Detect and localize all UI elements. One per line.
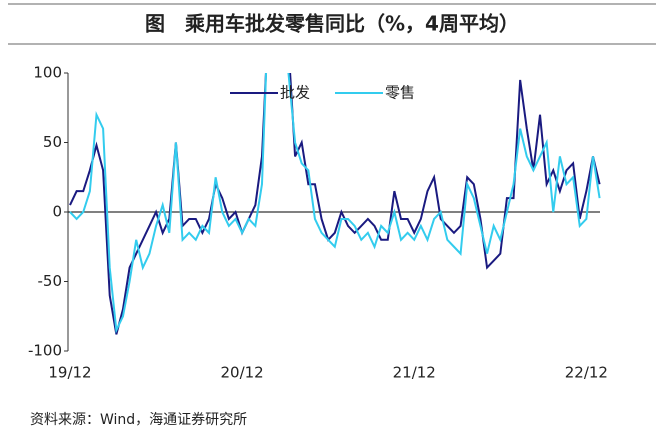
x-tick-label: 21/12 — [393, 364, 436, 382]
chart-title: 图 乘用车批发零售同比（%，4周平均） — [145, 12, 519, 36]
legend-label: 零售 — [385, 84, 415, 102]
x-tick-label: 22/12 — [565, 364, 608, 382]
x-tick-label: 20/12 — [221, 364, 264, 382]
y-tick-label: 50 — [43, 133, 62, 151]
source-note: 资料来源：Wind，海通证券研究所 — [30, 412, 247, 428]
y-tick-label: 0 — [52, 203, 62, 221]
y-tick-label: -100 — [28, 342, 62, 360]
x-tick-label: 19/12 — [48, 364, 91, 382]
y-tick-label: 100 — [33, 64, 62, 82]
series-line — [69, 73, 601, 334]
series-line — [69, 73, 601, 335]
y-tick-label: -50 — [38, 272, 63, 290]
legend-label: 批发 — [280, 84, 310, 102]
